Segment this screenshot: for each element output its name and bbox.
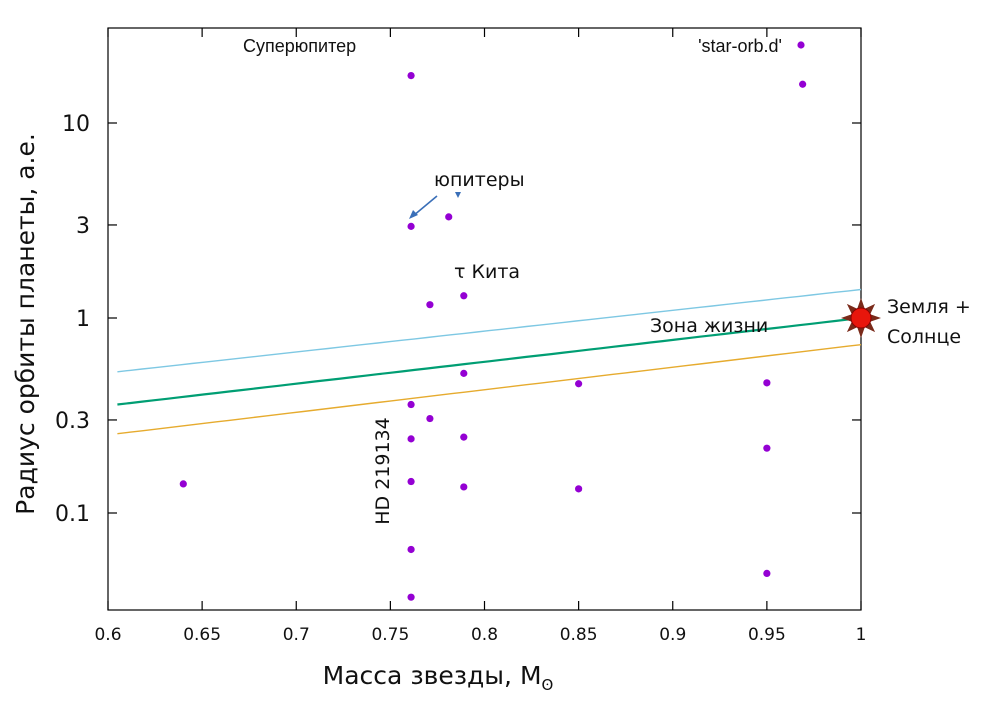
y-tick-label: 0.1 [55, 502, 90, 527]
data-point [460, 369, 468, 377]
legend-label: 'star-orb.d' [698, 36, 782, 56]
x-tick-label: 0.6 [94, 625, 121, 645]
data-point [407, 545, 415, 554]
x-tick-label: 1 [856, 625, 867, 645]
data-point [460, 433, 468, 441]
data-point [179, 480, 187, 488]
axis-ticks: 0.6 0.65 0.7 0.75 0.8 0.85 0.9 0.95 1 0.1 0.3 1 3 10 [55, 28, 866, 645]
x-tick-label: 0.65 [183, 625, 221, 645]
data-point [575, 380, 583, 388]
data-point [407, 222, 415, 230]
data-point [426, 414, 434, 423]
habitable-zone-label: Зона жизни [650, 315, 768, 337]
y-tick-label: 3 [76, 214, 90, 239]
data-point [407, 593, 415, 601]
data-point [445, 213, 453, 221]
hd-label: HD 219134 [372, 417, 394, 525]
data-point [799, 80, 807, 88]
x-tick-label: 0.8 [471, 625, 498, 645]
data-point [763, 379, 771, 387]
habitable-zone-inner-line [117, 344, 862, 435]
sun-marker-group [841, 298, 881, 338]
x-tick-label: 0.95 [748, 625, 786, 645]
sun-circle [850, 307, 872, 329]
habitable-zone-center-line [117, 316, 862, 406]
x-tick-label: 0.7 [283, 625, 310, 645]
data-point [460, 483, 468, 491]
data-point [763, 444, 771, 452]
jupiters-arrow-head-2 [455, 192, 461, 198]
y-tick-label: 1 [76, 307, 90, 332]
y-tick-label: 0.3 [55, 409, 90, 434]
data-point [575, 485, 583, 493]
jupiters-arrow [412, 195, 438, 217]
tau-ceti-label: τ Кита [454, 261, 520, 283]
data-point [460, 292, 468, 300]
jupiters-arrow-head [409, 210, 418, 219]
data-point [407, 435, 415, 443]
data-point [407, 400, 415, 409]
y-axis-title: Радиус орбиты планеты, а.е. [11, 133, 40, 515]
data-point [407, 477, 415, 486]
data-point [407, 72, 415, 80]
jupiters-label: юпитеры [434, 169, 525, 191]
data-points [179, 41, 807, 601]
data-point [763, 569, 771, 578]
x-axis-title: Масса звезды, Мʘ [323, 661, 554, 694]
y-tick-label: 10 [62, 112, 90, 137]
x-tick-label: 0.9 [659, 625, 686, 645]
data-point [426, 301, 434, 309]
earth-sun-label-line1: Земля + [887, 296, 971, 318]
habitable-zone-outer-line [117, 288, 862, 373]
earth-sun-label-line2: Солнце [887, 326, 961, 348]
legend-marker [797, 41, 805, 49]
x-tick-label: 0.85 [560, 625, 598, 645]
x-tick-label: 0.75 [371, 625, 409, 645]
superjupiter-label: Суперюпитер [243, 36, 356, 56]
habitable-zone-lines [117, 288, 862, 435]
